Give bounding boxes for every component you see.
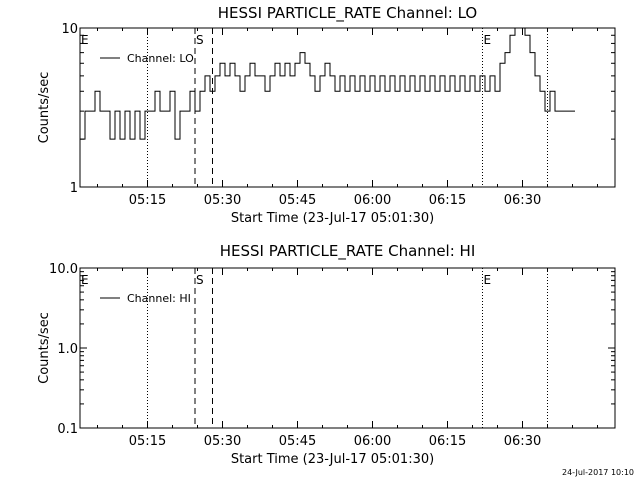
y-tick-label: 0.1: [57, 422, 78, 437]
series-line: [80, 27, 575, 140]
x-axis-label: Start Time (23-Jul-17 05:01:30): [231, 452, 434, 467]
chart-title: HESSI PARTICLE_RATE Channel: LO: [218, 4, 477, 23]
x-tick-label: 05:30: [204, 193, 241, 208]
x-tick-label: 05:30: [204, 434, 241, 449]
x-tick-label: 06:00: [354, 193, 391, 208]
x-tick-label: 06:30: [504, 434, 541, 449]
y-tick-label: 10.0: [49, 262, 78, 277]
legend-label: Channel: HI: [127, 292, 191, 305]
time-marker-label: E: [484, 33, 492, 47]
y-axis-label: Counts/sec: [37, 72, 52, 144]
x-tick-label: 05:45: [279, 434, 316, 449]
chart-title: HESSI PARTICLE_RATE Channel: HI: [220, 242, 476, 261]
time-marker-label: E: [484, 273, 492, 287]
time-marker-label: S: [196, 273, 204, 287]
time-marker-label: E: [81, 273, 89, 287]
x-tick-label: 06:15: [429, 193, 466, 208]
x-tick-label: 06:15: [429, 434, 466, 449]
time-marker-label: E: [81, 33, 89, 47]
x-tick-label: 06:00: [354, 434, 391, 449]
x-tick-label: 05:15: [129, 193, 166, 208]
y-tick-label: 10: [61, 22, 78, 37]
legend-label: Channel: LO: [127, 52, 194, 65]
x-tick-label: 06:30: [504, 193, 541, 208]
x-tick-label: 05:45: [279, 193, 316, 208]
time-marker-label: S: [196, 33, 204, 47]
timestamp: 24-Jul-2017 10:10: [561, 468, 634, 477]
x-axis-label: Start Time (23-Jul-17 05:01:30): [231, 211, 434, 226]
y-axis-label: Counts/sec: [37, 312, 52, 384]
y-tick-label: 1: [70, 181, 78, 196]
y-tick-label: 1.0: [57, 342, 78, 357]
x-tick-label: 05:15: [129, 434, 166, 449]
